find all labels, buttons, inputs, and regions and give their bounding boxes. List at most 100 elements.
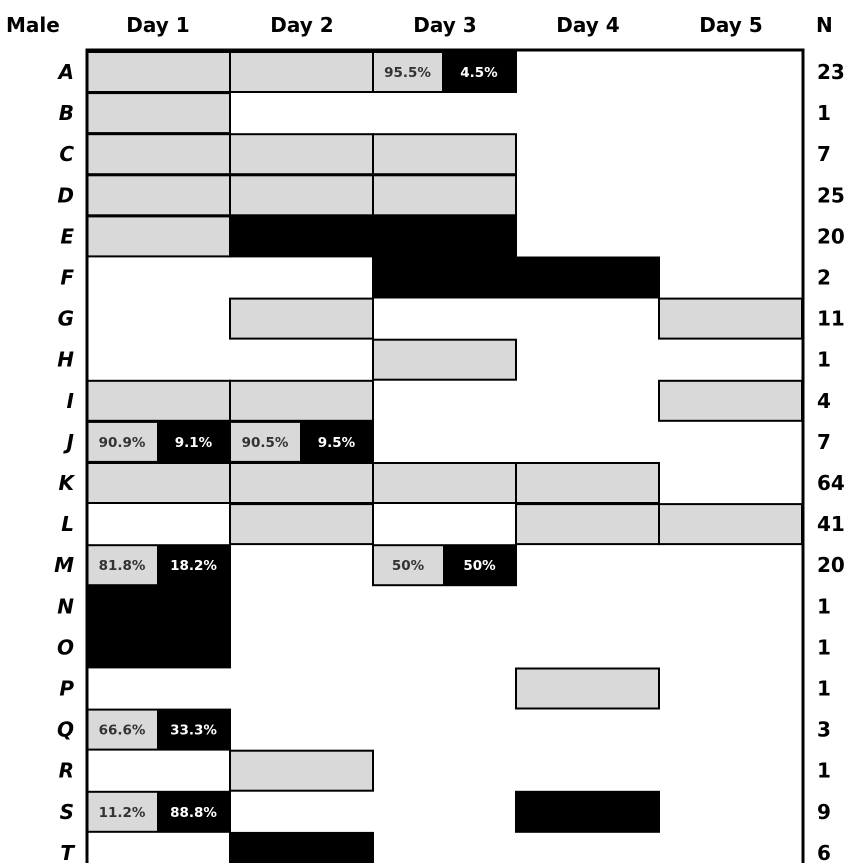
cell-t-day-2 [229, 831, 374, 863]
row-label-a: A [57, 60, 74, 84]
cell-f-day-4 [515, 256, 660, 299]
row-label-k: K [59, 471, 76, 495]
cell-s-day-4 [515, 790, 660, 833]
row-label-g: G [58, 307, 74, 331]
row-label-i: I [67, 389, 75, 413]
column-headers: Male Day 1 Day 2 Day 3 Day 4 Day 5 N [6, 13, 833, 37]
cell-c-day-2 [229, 133, 374, 176]
cell-d-day-3 [372, 174, 517, 217]
cell-m-day-1-black-part [157, 545, 230, 586]
cell-q-day-1-grey-part [87, 709, 157, 750]
cell-l-day-4 [515, 503, 660, 546]
n-value-o: 1 [817, 635, 831, 659]
cell-i-day-1 [86, 379, 231, 422]
row-label-n: N [57, 594, 74, 618]
row-label-b: B [59, 101, 74, 125]
cell-q-day-1-grey-label: 66.6% [99, 723, 146, 739]
chart-frame [85, 48, 805, 863]
cell-q-day-1-black-part [157, 709, 230, 750]
cell-m-day-1-grey-label: 81.8% [99, 558, 146, 574]
n-header: N [816, 13, 833, 37]
cell-e-day-3 [372, 215, 517, 258]
cell-c-day-1 [86, 133, 231, 176]
row-label-s: S [60, 800, 74, 824]
cell-d-day-1 [86, 174, 231, 217]
cell-m-day-3-grey-label: 50% [392, 558, 425, 574]
cell-i-day-5 [658, 379, 803, 422]
cell-a-day-1 [86, 51, 231, 93]
cell-k-day-2 [229, 462, 374, 504]
n-value-n: 1 [817, 594, 831, 618]
n-value-p: 1 [817, 677, 831, 701]
cell-d-day-2 [229, 174, 374, 217]
day-4-header: Day 4 [556, 13, 619, 37]
row-label-o: O [57, 635, 74, 659]
cell-m-day-3-black-label: 50% [463, 558, 496, 574]
cell-j-day-1-grey-part [87, 421, 157, 462]
cell-s-day-1-grey-part [87, 791, 157, 832]
cell-a-day-3-grey-label: 95.5% [384, 65, 431, 81]
row-label-t: T [60, 841, 75, 863]
cell-a-day-2 [229, 51, 374, 93]
cell-k-day-3 [372, 462, 517, 504]
n-value-c: 7 [817, 142, 831, 166]
cell-p-day-4 [515, 667, 660, 710]
cell-j-day-1-black-label: 9.1% [175, 435, 213, 451]
cell-i-day-2 [229, 379, 374, 422]
cell-j-day-2-outline [229, 420, 374, 463]
n-value-d: 25 [817, 183, 845, 207]
row-label-h: H [57, 348, 74, 372]
n-value-q: 3 [817, 718, 831, 742]
cell-s-day-1-grey-label: 11.2% [99, 805, 146, 821]
cell-m-day-3-black-part [443, 545, 516, 586]
cell-q-day-1-black-label: 33.3% [170, 723, 217, 739]
row-label-q: Q [57, 718, 74, 742]
day-3-header: Day 3 [413, 13, 476, 37]
cell-r-day-2 [229, 749, 374, 792]
cell-m-day-3-grey-part [373, 545, 443, 586]
n-value-g: 11 [817, 307, 845, 331]
cell-o-day-1 [86, 626, 231, 669]
day-2-header: Day 2 [270, 13, 333, 37]
n-value-r: 1 [817, 759, 831, 783]
n-value-e: 20 [817, 224, 845, 248]
cell-s-day-1-black-label: 88.8% [170, 805, 217, 821]
n-value-j: 7 [817, 430, 831, 454]
cell-e-day-2 [229, 215, 374, 258]
cell-l-day-5 [658, 503, 803, 546]
cell-j-day-1-grey-label: 90.9% [99, 435, 146, 451]
row-label-r: R [59, 759, 74, 783]
cell-l-day-2 [229, 503, 374, 546]
cell-b-day-1 [86, 92, 231, 135]
cell-m-day-1-black-label: 18.2% [170, 558, 217, 574]
cell-j-day-2-grey-part [230, 421, 300, 462]
cell-m-day-1-grey-part [87, 545, 157, 586]
cell-h-day-3 [372, 338, 517, 381]
cell-k-day-4 [515, 462, 660, 504]
day-1-header: Day 1 [126, 13, 189, 37]
row-label-m: M [54, 553, 74, 577]
cell-s-day-1-black-part [157, 791, 230, 832]
cell-a-day-3-black-part [442, 52, 516, 92]
n-value-k: 64 [817, 471, 845, 495]
cell-a-day-3-grey-part [373, 52, 442, 92]
row-label-j: J [63, 430, 75, 454]
row-label-e: E [60, 224, 74, 248]
cell-j-day-2-grey-label: 90.5% [242, 435, 289, 451]
n-value-i: 4 [817, 389, 831, 413]
cell-j-day-1-black-part [157, 421, 230, 462]
cell-a-day-3-black-label: 4.5% [460, 65, 498, 81]
day-5-header: Day 5 [699, 13, 762, 37]
cells-layer: 95.5% 4.5% 90.9% 9.1% 90.5% 9.5% 81.8% 18.2% 50%… [86, 51, 803, 863]
row-label-l: L [61, 512, 74, 536]
cell-k-day-1 [86, 462, 231, 504]
row-label-p: P [59, 677, 74, 701]
cell-n-day-1 [86, 585, 231, 628]
cell-j-day-2-black-label: 9.5% [318, 435, 356, 451]
n-value-a: 23 [817, 60, 845, 84]
cell-a-day-3-outline [372, 51, 517, 93]
n-value-b: 1 [817, 101, 831, 125]
n-value-s: 9 [817, 800, 831, 824]
